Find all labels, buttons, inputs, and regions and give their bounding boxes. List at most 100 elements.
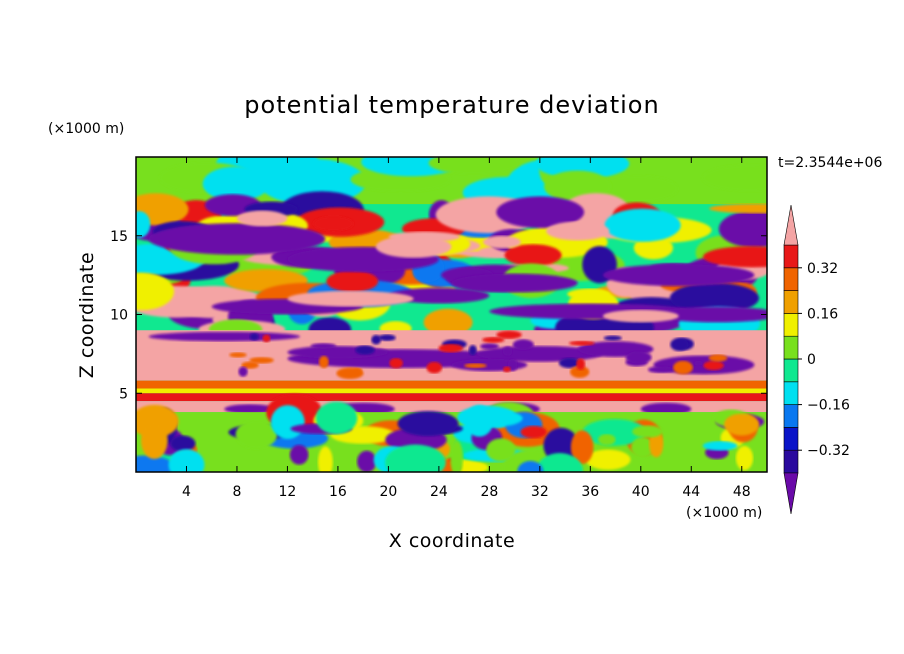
field-cell-mid [625, 351, 652, 364]
x-tick-label: 20 [379, 484, 397, 500]
field-cell-mid [426, 361, 443, 374]
field-cell-lower [631, 437, 655, 458]
field-cell-top [535, 157, 630, 179]
time-label: t=2.3544e+06 [778, 155, 882, 171]
field-warm-patch [546, 221, 610, 241]
field-cell-lower [486, 438, 516, 462]
x-tick-label: 16 [329, 484, 347, 500]
field-cell-mid [569, 340, 595, 346]
field-cell-mid [318, 355, 329, 369]
field-cell-lower [168, 449, 205, 472]
y-axis-ticks: 5 10 15 [110, 229, 767, 402]
field-cell-lower [385, 444, 446, 472]
colorbar-segment [783, 358, 799, 383]
x-axis-ticks: 4 8 12 16 20 24 28 32 36 40 44 48 [182, 157, 751, 500]
field-cell-mid [603, 335, 622, 341]
field-cell-lower [598, 434, 616, 446]
field-cell-mid [673, 360, 693, 375]
field-cell-upper [633, 236, 674, 260]
field-cell-upper [496, 196, 585, 228]
field-cell-mid [249, 333, 259, 341]
field-cell-upper [136, 211, 151, 238]
field-cell-upper [423, 308, 473, 336]
colorbar-segment [783, 313, 799, 337]
field-cell-lower [520, 425, 547, 439]
x-tick-label: 40 [632, 484, 650, 500]
field-cell-lower [702, 441, 738, 451]
field-stripe-orange [136, 380, 767, 389]
field-cell-mid [238, 366, 248, 377]
colorbar-segment [783, 267, 799, 291]
field-cell-mid [512, 339, 534, 351]
field-cell-lower [136, 455, 177, 472]
field-cell-mid [482, 336, 505, 343]
y-tick-label: 10 [110, 308, 128, 324]
colorbar: 0.32 0.16 0 −0.16 −0.32 [783, 204, 850, 515]
field-warm-patch [483, 235, 521, 249]
field-cell-mid [229, 352, 247, 358]
field-cell-mid [310, 343, 337, 349]
field-filament [148, 223, 326, 255]
colorbar-label: 0.16 [807, 306, 838, 322]
y-tick-label: 15 [110, 229, 128, 245]
chart-title: potential temperature deviation [244, 91, 659, 119]
x-tick-label: 24 [430, 484, 448, 500]
x-tick-label: 8 [232, 484, 241, 500]
field-cell-lower [517, 460, 544, 472]
field-cell-upper [326, 270, 379, 293]
field-cell-lower [585, 449, 631, 470]
x-tick-label: 36 [581, 484, 599, 500]
field-cell-mid [249, 357, 274, 364]
field-cell-mid [703, 360, 724, 371]
field-warm-patch [375, 235, 452, 258]
field-band-pink-low [136, 401, 767, 413]
field-cell-lower [270, 405, 305, 439]
y-tick-label: 5 [119, 386, 128, 402]
field-cell-lower [140, 422, 168, 459]
field-cell-upper [136, 272, 175, 311]
y-axis-label: Z coordinate [76, 252, 98, 378]
field-cell-upper [313, 216, 354, 231]
field-cell-mid [558, 357, 582, 369]
field-cell-top [202, 166, 270, 202]
field-cell-mid [502, 366, 511, 373]
field-cell-top [428, 157, 520, 175]
field-cell-upper [703, 246, 767, 268]
field-cell-upper [709, 203, 767, 214]
field-stripe-yellow [136, 388, 767, 394]
field-cell-mid [708, 354, 728, 362]
field-filament-mid [148, 331, 301, 342]
colorbar-segment [783, 404, 799, 428]
field-cell-mid [468, 344, 477, 356]
field-filament [388, 287, 490, 304]
field-cell-mid [241, 361, 259, 369]
colorbar-segment [783, 244, 799, 269]
x-tick-label: 48 [733, 484, 751, 500]
field-cell-top [596, 175, 678, 202]
field-cell-mid [438, 343, 464, 353]
field-cell-top [702, 164, 767, 191]
field-cell-upper [669, 282, 759, 314]
field-cell-lower [632, 425, 663, 438]
colorbar-segment [783, 335, 799, 360]
field-cell-mid [262, 334, 271, 343]
colorbar-extend-max [783, 204, 799, 246]
field-cell-lower [459, 409, 523, 428]
heatmap-field [136, 157, 767, 472]
colorbar-segment [783, 427, 799, 451]
x-tick-label: 12 [279, 484, 297, 500]
field-cell-upper [604, 208, 681, 242]
field-warm-patch [287, 290, 414, 307]
field-cell-lower [397, 411, 459, 437]
field-cell-mid [355, 345, 375, 355]
field-cell-mid [670, 337, 689, 352]
colorbar-label: −0.32 [807, 443, 850, 459]
field-cell-mid [464, 363, 487, 369]
x-tick-label: 44 [682, 484, 700, 500]
field-cell-mid [570, 365, 590, 378]
field-cell-lower [536, 453, 583, 472]
x-axis-label: X coordinate [389, 530, 515, 552]
field-cell-lower [170, 435, 196, 452]
field-cell-mid [693, 360, 703, 366]
